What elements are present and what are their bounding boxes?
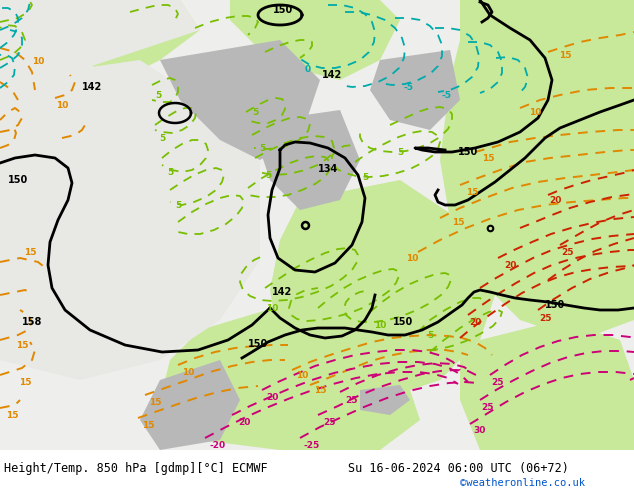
Polygon shape [270, 180, 500, 400]
Text: 5: 5 [175, 200, 181, 210]
Text: 20: 20 [504, 261, 516, 270]
Text: 25: 25 [562, 247, 574, 256]
Text: 10: 10 [266, 303, 278, 313]
Text: 150: 150 [545, 300, 566, 310]
Text: 15: 15 [6, 411, 18, 419]
Text: 10: 10 [529, 107, 541, 117]
Text: 30: 30 [474, 425, 486, 435]
Text: 10: 10 [296, 370, 308, 379]
Polygon shape [440, 0, 634, 340]
Text: 142: 142 [322, 70, 342, 80]
Text: 5: 5 [362, 172, 368, 181]
Polygon shape [360, 385, 410, 415]
Text: 15: 15 [559, 50, 571, 59]
Text: 134: 134 [318, 164, 339, 174]
Text: ©weatheronline.co.uk: ©weatheronline.co.uk [460, 478, 585, 488]
Text: 5: 5 [167, 168, 173, 176]
Polygon shape [370, 50, 460, 130]
Text: 150: 150 [273, 5, 293, 15]
Polygon shape [0, 0, 200, 80]
Text: 20: 20 [469, 318, 481, 326]
Text: 20: 20 [266, 392, 278, 401]
Text: 10: 10 [32, 57, 44, 67]
Text: -25: -25 [304, 441, 320, 449]
Polygon shape [160, 300, 420, 450]
Text: 15: 15 [142, 420, 154, 430]
Text: 25: 25 [324, 417, 336, 426]
Text: 150: 150 [8, 175, 29, 185]
Text: 150: 150 [393, 317, 413, 327]
Text: 25: 25 [346, 395, 358, 405]
Polygon shape [160, 40, 320, 160]
Text: 5: 5 [397, 147, 403, 156]
Text: 142: 142 [272, 287, 292, 297]
Text: -5: -5 [441, 91, 451, 99]
Text: 25: 25 [492, 377, 504, 387]
Text: 5: 5 [259, 144, 265, 152]
Text: 150: 150 [248, 339, 268, 349]
Text: 15: 15 [19, 377, 31, 387]
Text: 142: 142 [82, 82, 102, 92]
Text: -5: -5 [403, 83, 413, 93]
Text: 0: 0 [305, 66, 311, 74]
Text: 20: 20 [238, 417, 250, 426]
Text: 10: 10 [374, 320, 386, 329]
Polygon shape [260, 110, 360, 210]
Text: 10: 10 [56, 100, 68, 109]
Text: 5: 5 [265, 171, 271, 179]
Polygon shape [230, 0, 400, 80]
Text: 10: 10 [406, 253, 418, 263]
Text: 15: 15 [149, 397, 161, 407]
Text: 15: 15 [23, 247, 36, 256]
Text: -20: -20 [210, 441, 226, 449]
Text: 25: 25 [482, 402, 495, 412]
Text: 5: 5 [159, 133, 165, 143]
Text: 15: 15 [16, 341, 29, 349]
Text: 15: 15 [466, 188, 478, 196]
Text: 15: 15 [452, 218, 464, 226]
Text: 10: 10 [182, 368, 194, 376]
Polygon shape [140, 360, 240, 450]
Text: 5: 5 [155, 91, 161, 99]
Polygon shape [0, 0, 200, 80]
Text: 20: 20 [549, 196, 561, 204]
Text: 158: 158 [22, 317, 42, 327]
Polygon shape [0, 60, 260, 380]
Text: 15: 15 [314, 386, 327, 394]
Text: 150: 150 [458, 147, 478, 157]
Text: 5: 5 [252, 107, 258, 117]
Text: Su 16-06-2024 06:00 UTC (06+72): Su 16-06-2024 06:00 UTC (06+72) [348, 462, 569, 475]
Text: 5: 5 [427, 330, 433, 340]
Text: 15: 15 [482, 153, 495, 163]
Text: Height/Temp. 850 hPa [gdmp][°C] ECMWF: Height/Temp. 850 hPa [gdmp][°C] ECMWF [4, 462, 268, 475]
Polygon shape [460, 320, 634, 450]
Text: 25: 25 [539, 314, 551, 322]
